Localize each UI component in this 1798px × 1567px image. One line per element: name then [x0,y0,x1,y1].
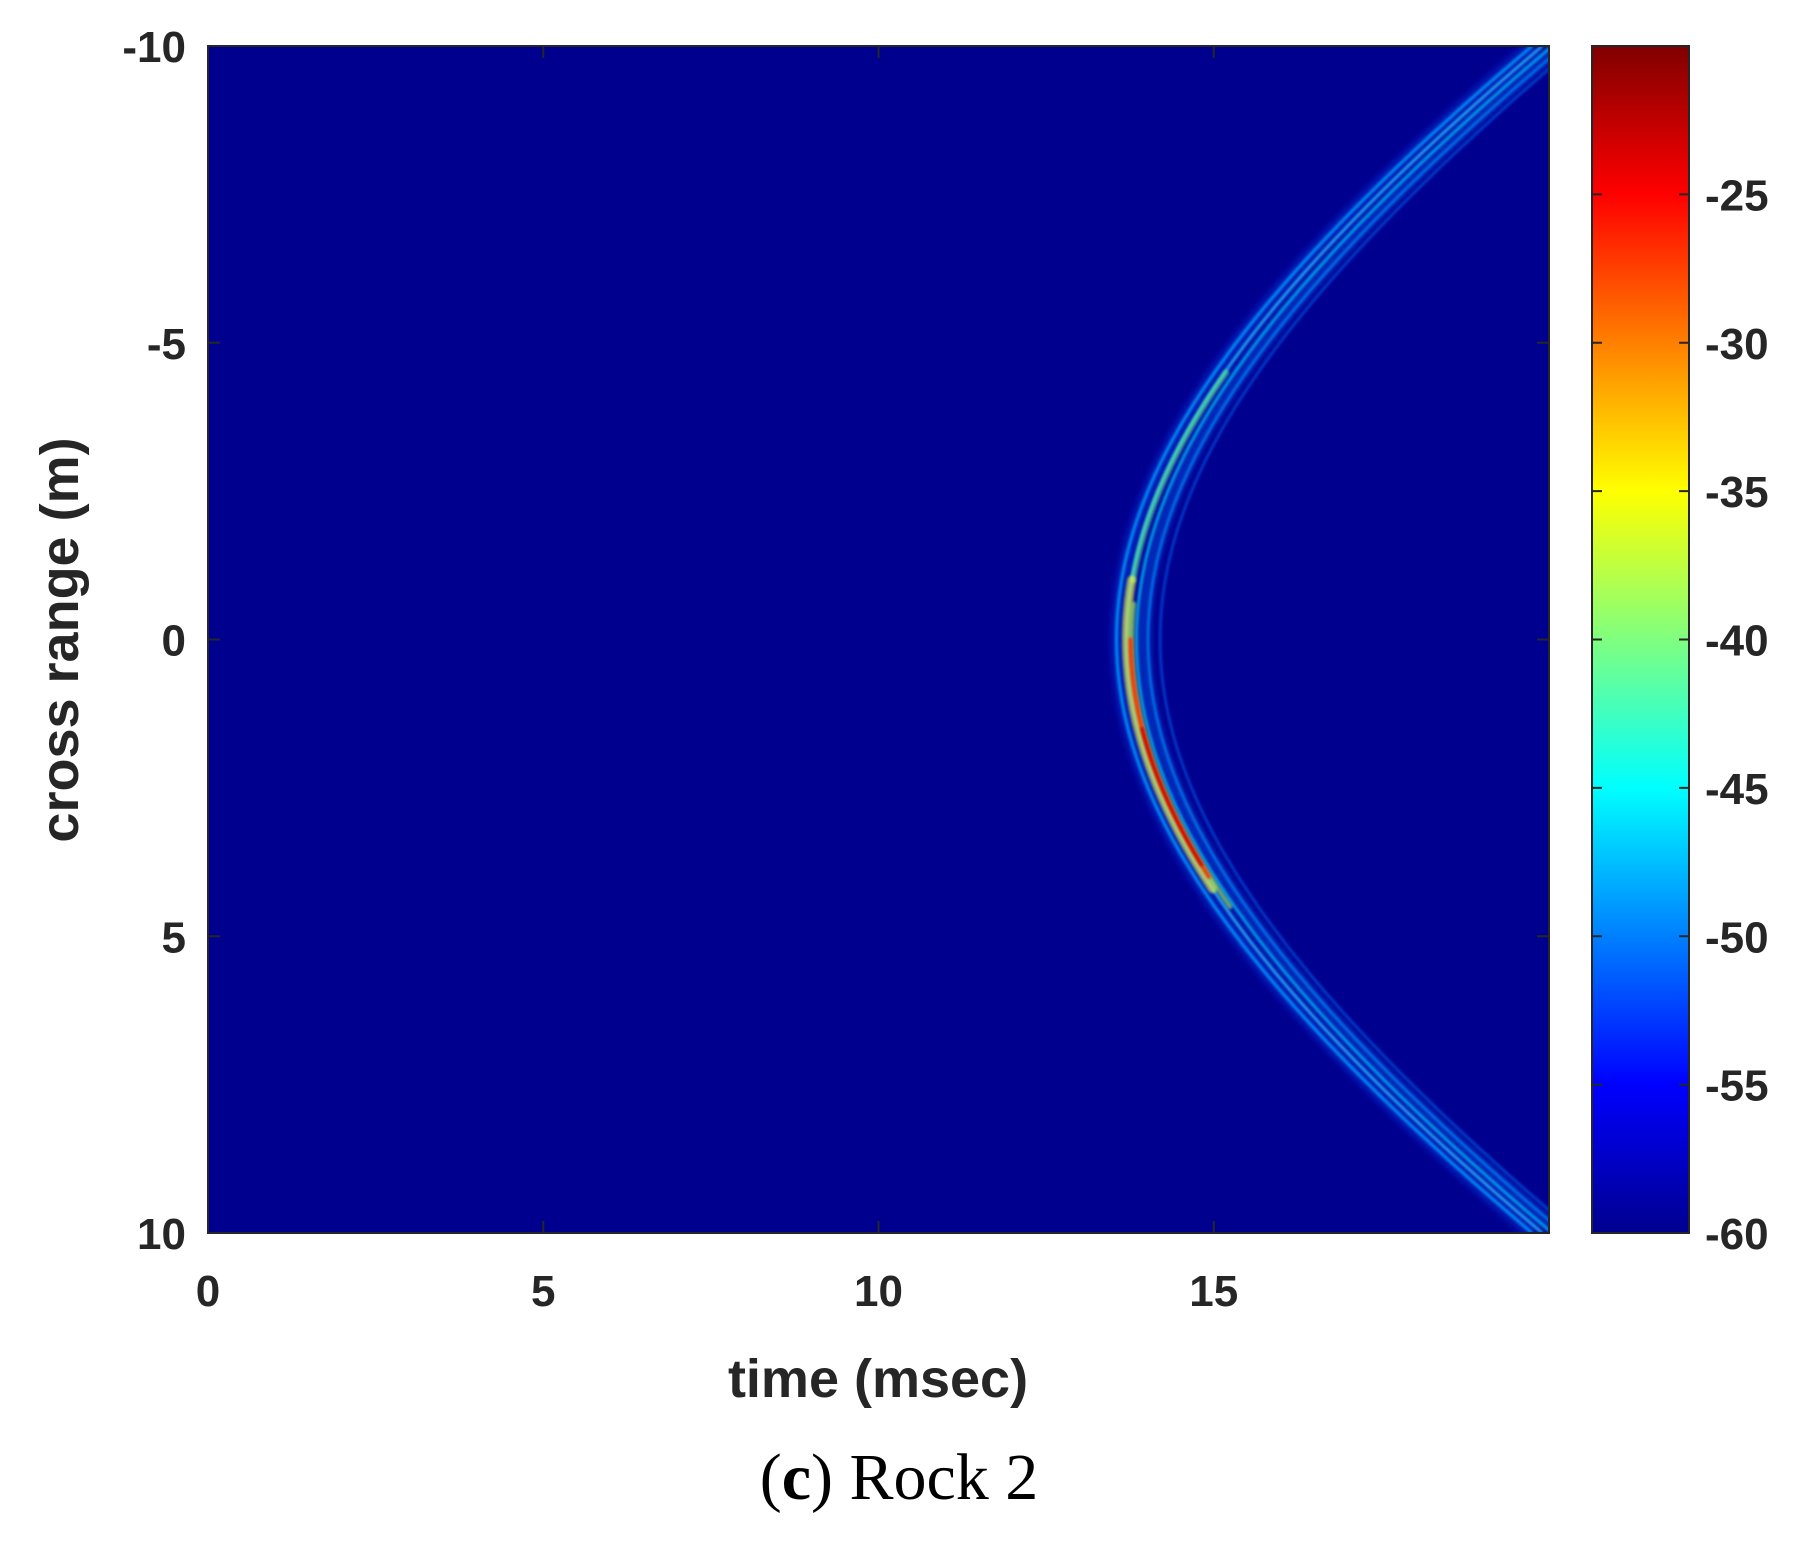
colorbar-tick-label: -35 [1705,468,1769,517]
heatmap-signal [1110,46,1549,1233]
signal-peak [1122,575,1218,894]
colorbar [1591,45,1690,1234]
figure-caption: (c) Rock 2 [759,1441,1039,1514]
colorbar-ticks: -25 -30 -35 -40 -45 -50 -55 -60 [1592,171,1769,1259]
x-tick-label: 15 [1189,1267,1238,1316]
signal-strand [1135,46,1549,1233]
x-tick-label: 5 [531,1267,555,1316]
y-axis: -10 -5 0 5 10 [122,23,1549,1259]
y-tick-label: 0 [162,617,186,666]
signal-strand [1135,47,1549,1232]
y-axis-label: cross range (m) [30,437,90,842]
colorbar-tick-label: -50 [1705,913,1769,962]
colorbar-tick-label: -40 [1705,617,1769,666]
y-tick-label: -5 [147,320,186,369]
signal-strand [1146,56,1549,1223]
signal-peak [1140,727,1204,867]
x-tick-label: 0 [196,1267,220,1316]
x-tick-label: 10 [854,1267,903,1316]
y-tick-label: 5 [162,913,186,962]
colorbar-tick-label: -30 [1705,320,1769,369]
colorbar-tick-label: -45 [1705,765,1769,814]
colorbar-tick-label: -55 [1705,1062,1769,1111]
y-tick-label: -10 [122,23,186,72]
signal-strand [1159,67,1549,1212]
x-axis-label: time (msec) [728,1349,1028,1409]
caption-text: Rock 2 [849,1441,1039,1514]
y-tick-label: 10 [137,1210,186,1259]
signal-strand [1114,46,1534,1233]
signal-peak [1130,369,1229,584]
signal-strand [1110,46,1542,1233]
colorbar-tick-label: -60 [1705,1210,1769,1259]
colorbar-tick-label: -25 [1705,171,1769,220]
caption-letter: c [781,1441,811,1514]
x-axis: 0 5 10 15 [196,46,1238,1316]
